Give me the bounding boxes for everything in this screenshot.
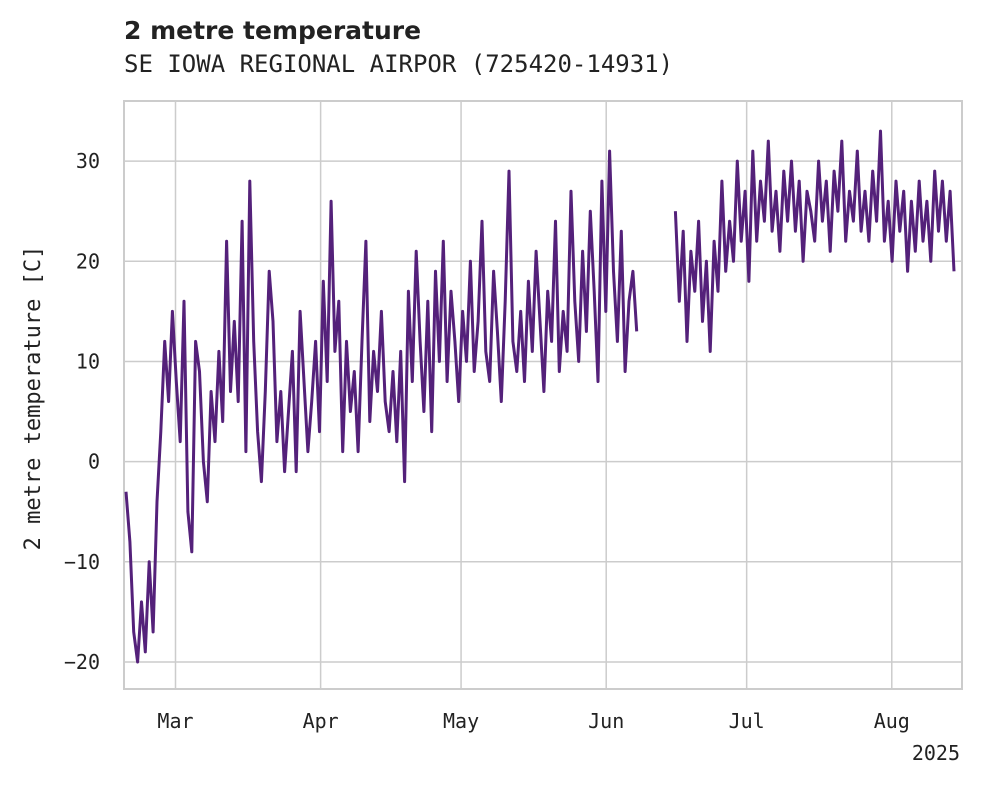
x-tick-labels: Mar Apr May Jun Jul Aug xyxy=(157,709,909,733)
x-tick-label: Apr xyxy=(303,709,339,733)
y-tick-label: 0 xyxy=(88,450,100,474)
plot-frame xyxy=(123,100,963,690)
x-tick-label: May xyxy=(443,709,479,733)
y-tick-label: 10 xyxy=(76,349,100,373)
y-axis-label: 2 metre temperature [C] xyxy=(21,246,46,551)
chart-title: 2 metre temperature xyxy=(124,16,422,45)
y-tick-labels: −20 −10 0 10 20 30 xyxy=(64,149,100,674)
x-tick-label: Aug xyxy=(874,709,910,733)
chart-subtitle: SE IOWA REGIONAL AIRPOR (725420-14931) xyxy=(124,50,674,78)
y-tick-label: −20 xyxy=(64,650,100,674)
y-tick-label: 20 xyxy=(76,249,100,273)
series-line-segment xyxy=(673,129,956,353)
year-label: 2025 xyxy=(912,741,960,765)
y-tick-label: −10 xyxy=(64,550,100,574)
x-tick-label: Jun xyxy=(588,709,624,733)
series-group xyxy=(124,129,956,664)
series-line-segment xyxy=(124,149,639,664)
x-tick-label: Jul xyxy=(729,709,765,733)
y-tick-label: 30 xyxy=(76,149,100,173)
x-tick-label: Mar xyxy=(157,709,193,733)
